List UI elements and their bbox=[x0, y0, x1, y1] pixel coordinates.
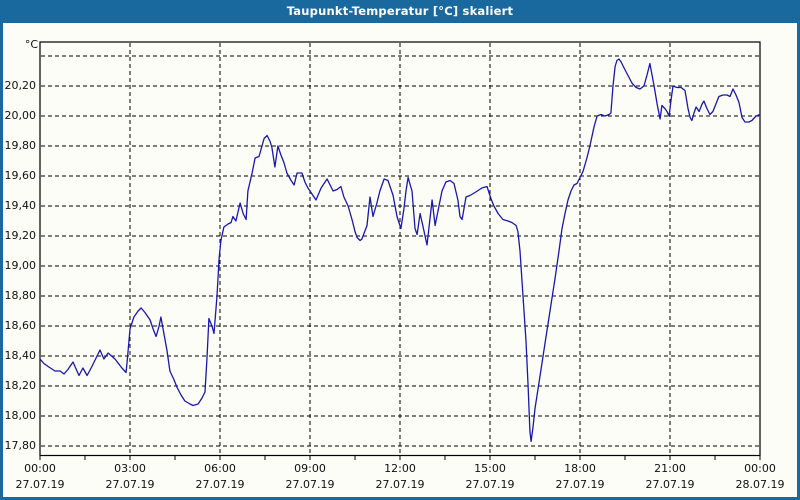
x-axis-time-label: 03:00 bbox=[114, 462, 146, 475]
x-axis-date-label: 27.07.19 bbox=[645, 478, 695, 491]
x-axis-time-label: 00:00 bbox=[24, 462, 56, 475]
x-axis-date-label: 27.07.19 bbox=[105, 478, 155, 491]
x-axis-time-label: 06:00 bbox=[204, 462, 236, 475]
y-axis-label: 18,40 bbox=[4, 349, 37, 362]
y-axis-label: 18,20 bbox=[4, 379, 37, 392]
title-text: Taupunkt-Temperatur [°C] skaliert bbox=[286, 4, 514, 18]
x-axis-time-label: 21:00 bbox=[654, 462, 686, 475]
x-axis-date-label: 27.07.19 bbox=[465, 478, 515, 491]
x-axis-time-label: 00:00 bbox=[744, 462, 776, 475]
window-titlebar[interactable]: Taupunkt-Temperatur [°C] skaliert bbox=[0, 0, 800, 23]
y-axis-label: 20,00 bbox=[4, 109, 37, 122]
y-axis-label: 20,20 bbox=[4, 79, 37, 92]
x-axis-time-label: 15:00 bbox=[474, 462, 506, 475]
x-axis-date-label: 28.07.19 bbox=[735, 478, 785, 491]
y-axis-label: 19,40 bbox=[4, 199, 37, 212]
y-axis-label: 17,80 bbox=[4, 439, 37, 452]
unit-label: °C bbox=[24, 38, 38, 51]
y-axis-label: 18,80 bbox=[4, 289, 37, 302]
x-axis-time-label: 18:00 bbox=[564, 462, 596, 475]
y-axis-label: 18,00 bbox=[4, 409, 37, 422]
y-axis-label: 19,20 bbox=[4, 229, 37, 242]
x-axis-date-label: 27.07.19 bbox=[375, 478, 425, 491]
x-axis-time-label: 09:00 bbox=[294, 462, 326, 475]
y-axis-label: 19,60 bbox=[4, 169, 37, 182]
x-axis-date-label: 27.07.19 bbox=[555, 478, 605, 491]
temperature-line bbox=[39, 58, 761, 443]
x-axis-date-label: 27.07.19 bbox=[195, 478, 245, 491]
y-axis-label: 19,80 bbox=[4, 139, 37, 152]
x-axis-date-label: 27.07.19 bbox=[15, 478, 65, 491]
x-axis-time-label: 12:00 bbox=[384, 462, 416, 475]
x-axis-date-label: 27.07.19 bbox=[285, 478, 335, 491]
y-axis-label: 19,00 bbox=[4, 259, 37, 272]
y-axis-label: 18,60 bbox=[4, 319, 37, 332]
